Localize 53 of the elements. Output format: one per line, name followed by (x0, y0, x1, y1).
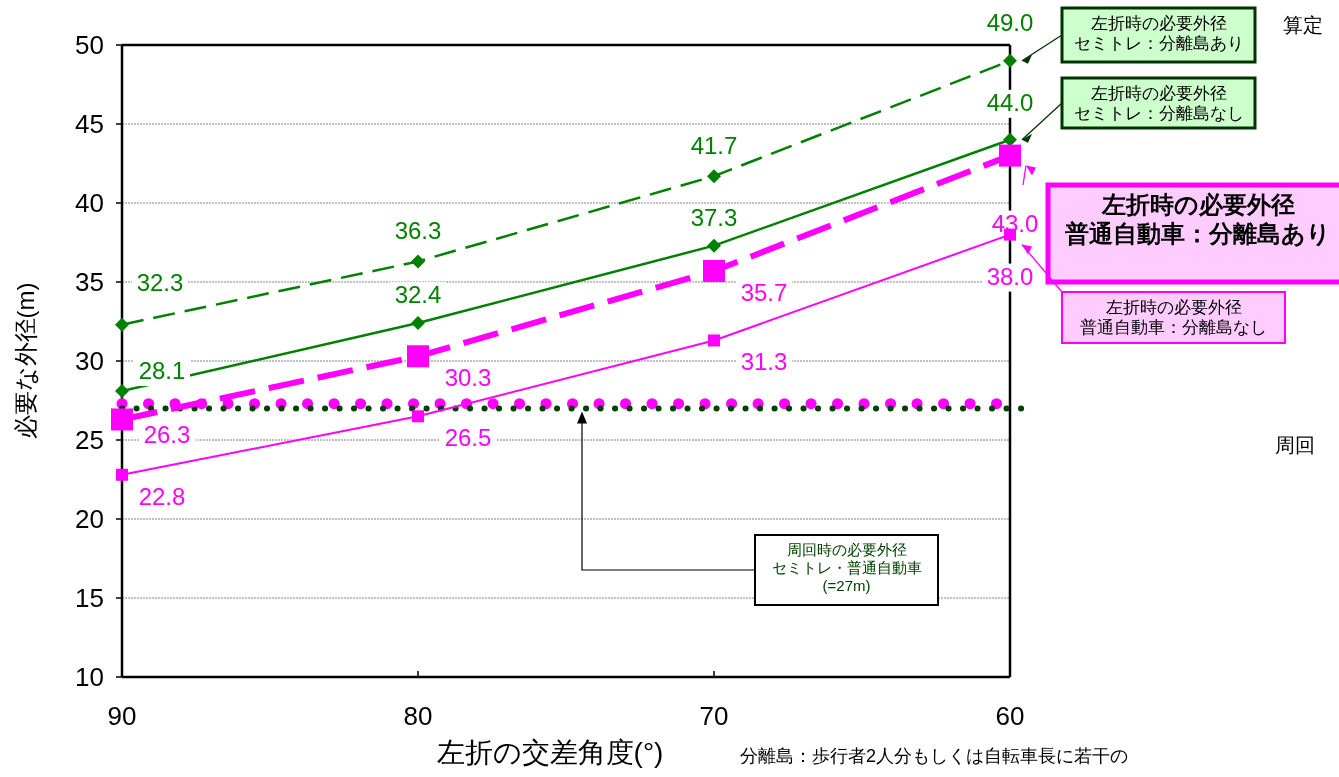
data-label: 28.1 (138, 357, 186, 385)
ref-line-label: 周回時の必要外径セミトレ・普通自動車(=27m) (771, 541, 922, 594)
data-label: 49.0 (986, 8, 1034, 36)
x-tick-label: 90 (107, 701, 137, 731)
y-tick-label: 40 (75, 188, 104, 218)
point (1003, 53, 1017, 68)
data-label: 32.4 (394, 281, 442, 309)
y-tick-label: 15 (75, 583, 104, 613)
point (116, 468, 128, 481)
y-axis-title: 必要な外径(m) (12, 282, 39, 440)
point (708, 334, 720, 347)
point (703, 259, 725, 282)
y-tick-label: 50 (75, 30, 104, 60)
y-tick-label: 25 (75, 425, 104, 455)
text: 左折時の必要外径セミトレ：分離島なし (1073, 84, 1244, 124)
data-label: 37.3 (690, 203, 738, 231)
data-label: 22.8 (138, 482, 186, 510)
point (411, 254, 425, 269)
point (115, 317, 129, 332)
data-label: 26.5 (444, 424, 492, 452)
text: 左折時の必要外径普通自動車：分離島あり (1064, 191, 1331, 247)
point (411, 316, 425, 331)
data-label: 31.3 (740, 348, 788, 376)
y-tick-label: 35 (75, 267, 104, 297)
data-label: 32.3 (136, 268, 184, 296)
x-tick-label: 70 (699, 701, 729, 731)
data-label: 30.3 (444, 364, 492, 392)
point (707, 169, 721, 184)
point (115, 384, 129, 399)
x-axis-title: 左折の交差角度(°) (436, 737, 664, 768)
data-label: 35.7 (740, 278, 788, 306)
text: 左折時の必要外径普通自動車：分離島なし (1080, 298, 1267, 338)
point (412, 410, 424, 423)
data-label: 38.0 (986, 262, 1034, 290)
text: 周回 (1275, 434, 1315, 456)
text: 分離島：歩行者2人分もしくは自転車長に若干の (740, 746, 1129, 766)
y-tick-label: 45 (75, 109, 104, 139)
y-tick-label: 20 (75, 504, 104, 534)
x-tick-label: 60 (995, 701, 1025, 731)
y-tick-label: 30 (75, 346, 104, 376)
text: 左折時の必要外径セミトレ：分離島あり (1073, 14, 1244, 54)
point (707, 238, 721, 253)
data-label: 41.7 (690, 132, 738, 160)
data-label: 44.0 (986, 88, 1034, 116)
point (1003, 132, 1017, 147)
x-tick-label: 80 (403, 701, 433, 731)
y-tick-label: 10 (75, 662, 104, 692)
point (407, 345, 429, 368)
point (111, 408, 133, 431)
text: 算定 (1283, 14, 1323, 36)
data-label: 26.3 (143, 421, 191, 449)
data-label: 36.3 (394, 217, 442, 245)
point (999, 144, 1021, 167)
